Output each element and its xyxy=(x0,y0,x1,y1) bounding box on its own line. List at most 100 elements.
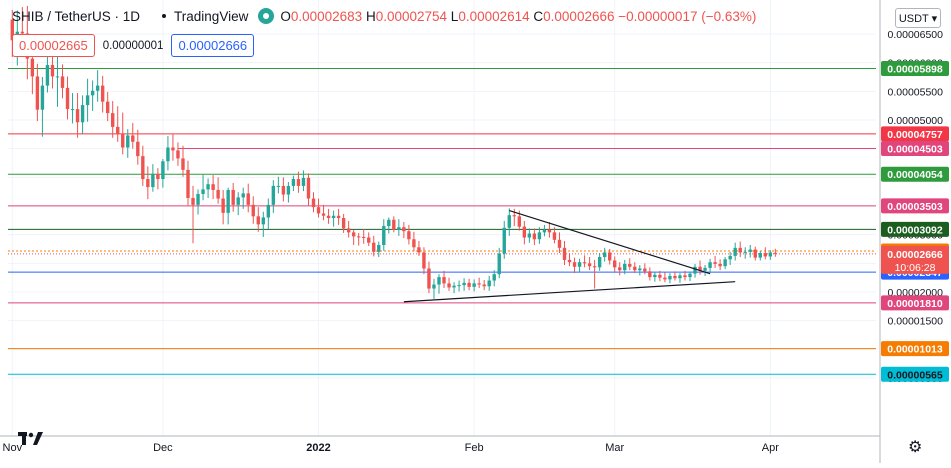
candle-body xyxy=(121,134,125,148)
candle-body xyxy=(55,76,60,78)
open-value: 0.00002683 xyxy=(290,8,363,24)
y-tick-label: 0.00006500 xyxy=(888,29,944,41)
candle-body xyxy=(181,158,185,170)
candle-body xyxy=(341,218,346,229)
candle-body xyxy=(613,260,617,268)
candle-body xyxy=(492,274,496,281)
level-label: 0.00001013 xyxy=(887,344,943,356)
candle-body xyxy=(763,253,767,257)
candle-body xyxy=(116,126,120,135)
candle-body xyxy=(597,257,602,268)
candle-body xyxy=(517,216,522,227)
candle-body xyxy=(607,252,612,261)
candle-body xyxy=(276,185,281,187)
candle-body xyxy=(638,268,642,271)
candle-body xyxy=(80,105,85,123)
candle-body xyxy=(482,284,486,287)
candle-body xyxy=(261,217,265,225)
candle-body xyxy=(60,76,65,88)
candle-body xyxy=(105,101,110,114)
candle-body xyxy=(678,275,682,279)
candle-body xyxy=(628,263,632,267)
candle-body xyxy=(256,216,260,225)
candle-body xyxy=(487,280,491,287)
candle-body xyxy=(688,273,692,278)
buy-button[interactable]: 0.00002666 xyxy=(171,34,255,57)
separator-dot xyxy=(162,14,167,18)
level-label-bg xyxy=(881,221,949,237)
candle-body xyxy=(75,109,80,123)
y-tick-label: 0.00005500 xyxy=(888,86,944,98)
eye-icon[interactable] xyxy=(258,8,275,24)
candle-body xyxy=(537,232,542,240)
candle-body xyxy=(141,156,145,180)
candle-body xyxy=(758,253,762,258)
candle-body xyxy=(70,109,75,111)
level-label-bg xyxy=(881,366,949,382)
candle-body xyxy=(367,237,371,243)
candle-body xyxy=(206,184,210,190)
candle-body xyxy=(236,197,240,205)
candle-body xyxy=(171,147,175,151)
level-labels: 0.00005898 0.00004757 0.00004503 0.00004054… xyxy=(881,61,949,382)
low-value: 0.00002614 xyxy=(458,8,530,24)
level-label: 0.00001810 xyxy=(887,298,943,310)
candle-body xyxy=(35,76,40,110)
candle-body xyxy=(251,204,255,217)
candle-body xyxy=(773,252,778,254)
candle-body xyxy=(191,197,195,205)
x-tick-label: Mar xyxy=(605,442,624,454)
candle-body xyxy=(668,275,672,280)
level-label: 0.00004757 xyxy=(887,129,943,141)
close-label: C xyxy=(533,8,544,24)
candle-body xyxy=(427,268,431,289)
candle-body xyxy=(356,236,361,238)
x-tick-label: Feb xyxy=(465,442,484,454)
candle-body xyxy=(643,268,647,272)
level-label-bg xyxy=(881,61,949,77)
level-label: 0.00004054 xyxy=(887,169,943,181)
trendlines xyxy=(403,210,736,303)
time-axis[interactable]: Nov Dec 2022 Feb Mar Apr xyxy=(0,435,880,454)
candle-body xyxy=(392,219,396,230)
candle-body xyxy=(131,135,135,142)
level-label-bg xyxy=(881,198,949,214)
candle-body xyxy=(412,239,416,248)
symbol-title[interactable]: SHIB / TetherUS · 1D xyxy=(12,8,141,24)
candle-body xyxy=(442,277,446,284)
gear-icon[interactable]: ⚙ xyxy=(908,439,923,456)
candle-body xyxy=(542,229,547,233)
candle-body xyxy=(221,198,225,213)
tradingview-logo-icon[interactable] xyxy=(18,430,44,448)
candle-body xyxy=(90,90,95,96)
candle-body xyxy=(397,227,401,230)
currency-button[interactable]: USDT ▾ xyxy=(895,8,941,28)
candle-body xyxy=(161,161,165,180)
candle-body xyxy=(507,215,511,228)
candle-body xyxy=(733,247,737,256)
sell-button[interactable]: 0.00002665 xyxy=(12,34,95,57)
x-tick-label: Nov xyxy=(3,442,23,454)
candle-body xyxy=(20,31,25,34)
candle-body xyxy=(331,215,336,219)
candle-body xyxy=(592,266,597,268)
candles xyxy=(10,5,778,299)
chart-header: SHIB / TetherUS · 1D TradingView O0.0000… xyxy=(12,8,756,24)
candle-body xyxy=(266,204,271,218)
x-tick-label: Apr xyxy=(762,442,779,454)
candle-body xyxy=(176,150,180,159)
candle-body xyxy=(95,85,100,91)
level-label-bg xyxy=(881,140,949,156)
candle-body xyxy=(246,193,250,205)
candle-body xyxy=(156,173,160,180)
candle-body xyxy=(532,233,537,240)
candle-body xyxy=(382,226,386,245)
candle-body xyxy=(572,262,577,267)
candle-body xyxy=(126,135,130,148)
candle-body xyxy=(708,262,712,268)
candle-body xyxy=(321,213,326,216)
candle-body xyxy=(602,252,607,258)
candle-body xyxy=(562,247,567,260)
